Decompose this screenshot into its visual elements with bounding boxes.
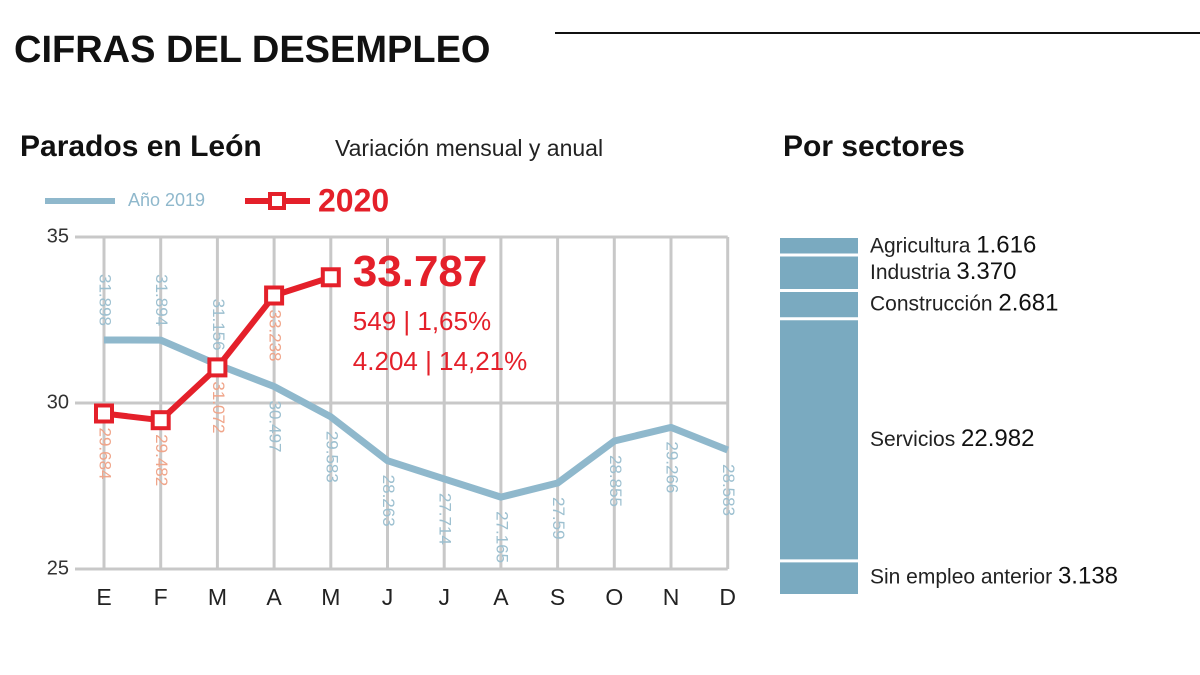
data-label: 27.714	[436, 493, 455, 545]
x-tick-label: D	[719, 584, 736, 610]
x-tick-label: N	[663, 584, 680, 610]
legend-label: Año 2019	[128, 190, 205, 210]
value-label: 3.370	[956, 258, 1016, 285]
chart-subtitle: Variación mensual y anual	[335, 135, 603, 161]
y-tick-label: 30	[47, 391, 69, 413]
x-tick-label: M	[321, 584, 340, 610]
segment-label: Agricultura 1.616	[870, 232, 1036, 259]
data-label: 31.898	[96, 274, 115, 326]
segment-label: Servicios 22.982	[870, 425, 1034, 452]
category-label: Industria	[870, 260, 951, 283]
x-tick-label: A	[493, 584, 509, 610]
data-label: 28.263	[379, 475, 398, 527]
data-point	[320, 267, 341, 288]
value-label: 1.616	[976, 232, 1036, 259]
category-label: Construcción	[870, 292, 993, 315]
data-label: 31.072	[209, 381, 228, 433]
legend-swatch	[268, 192, 286, 210]
data-label: 28.855	[606, 455, 625, 507]
x-tick-label: E	[96, 584, 111, 610]
y-tick-label: 25	[47, 557, 69, 579]
category-label: Agricultura	[870, 234, 971, 257]
bar-segment	[780, 560, 858, 594]
x-tick-label: A	[266, 584, 282, 610]
data-label: 27.59	[549, 497, 568, 540]
x-tick-label: S	[550, 584, 565, 610]
value-label: 3.138	[1058, 563, 1118, 590]
bar-segment	[780, 238, 858, 256]
data-label: 29.482	[152, 434, 171, 486]
segment-label: Industria 3.370	[870, 258, 1016, 285]
data-label: 29.684	[96, 427, 115, 479]
category-label: Sin empleo anterior	[870, 565, 1052, 588]
chart-title: Parados en León	[20, 130, 262, 163]
data-label: 29.266	[663, 441, 682, 493]
data-label: 30.497	[266, 400, 285, 452]
legend-label: 2020	[318, 182, 389, 218]
data-point	[264, 285, 285, 306]
segment-label: Construcción 2.681	[870, 290, 1058, 317]
page-title: CIFRAS DEL DESEMPLEO	[14, 29, 490, 71]
data-point	[94, 403, 114, 424]
x-tick-label: J	[382, 584, 394, 610]
bar-segment	[780, 290, 858, 319]
bar-segment	[780, 255, 858, 291]
data-label: 27.165	[492, 511, 511, 563]
category-label: Servicios	[870, 427, 955, 450]
data-label: 31.156	[209, 299, 228, 351]
x-tick-label: F	[154, 584, 168, 610]
chart-title: Por sectores	[783, 130, 965, 163]
data-label: 31.894	[152, 274, 171, 326]
data-label: 33.238	[266, 309, 285, 361]
data-label: 29.583	[322, 431, 341, 483]
y-tick-label: 35	[47, 225, 69, 247]
bar-segment	[780, 318, 858, 561]
value-label: 2.681	[998, 290, 1058, 317]
x-tick-label: M	[208, 584, 227, 610]
annotation: 549 | 1,65%	[353, 306, 491, 336]
annotation: 4.204 | 14,21%	[353, 346, 527, 376]
data-label: 28.583	[719, 464, 738, 516]
segment-label: Sin empleo anterior 3.138	[870, 563, 1118, 590]
x-tick-label: O	[605, 584, 623, 610]
data-label: 33.787	[353, 247, 488, 296]
data-point	[207, 357, 228, 378]
x-tick-label: J	[438, 584, 450, 610]
data-point	[150, 410, 171, 431]
value-label: 22.982	[961, 425, 1034, 452]
